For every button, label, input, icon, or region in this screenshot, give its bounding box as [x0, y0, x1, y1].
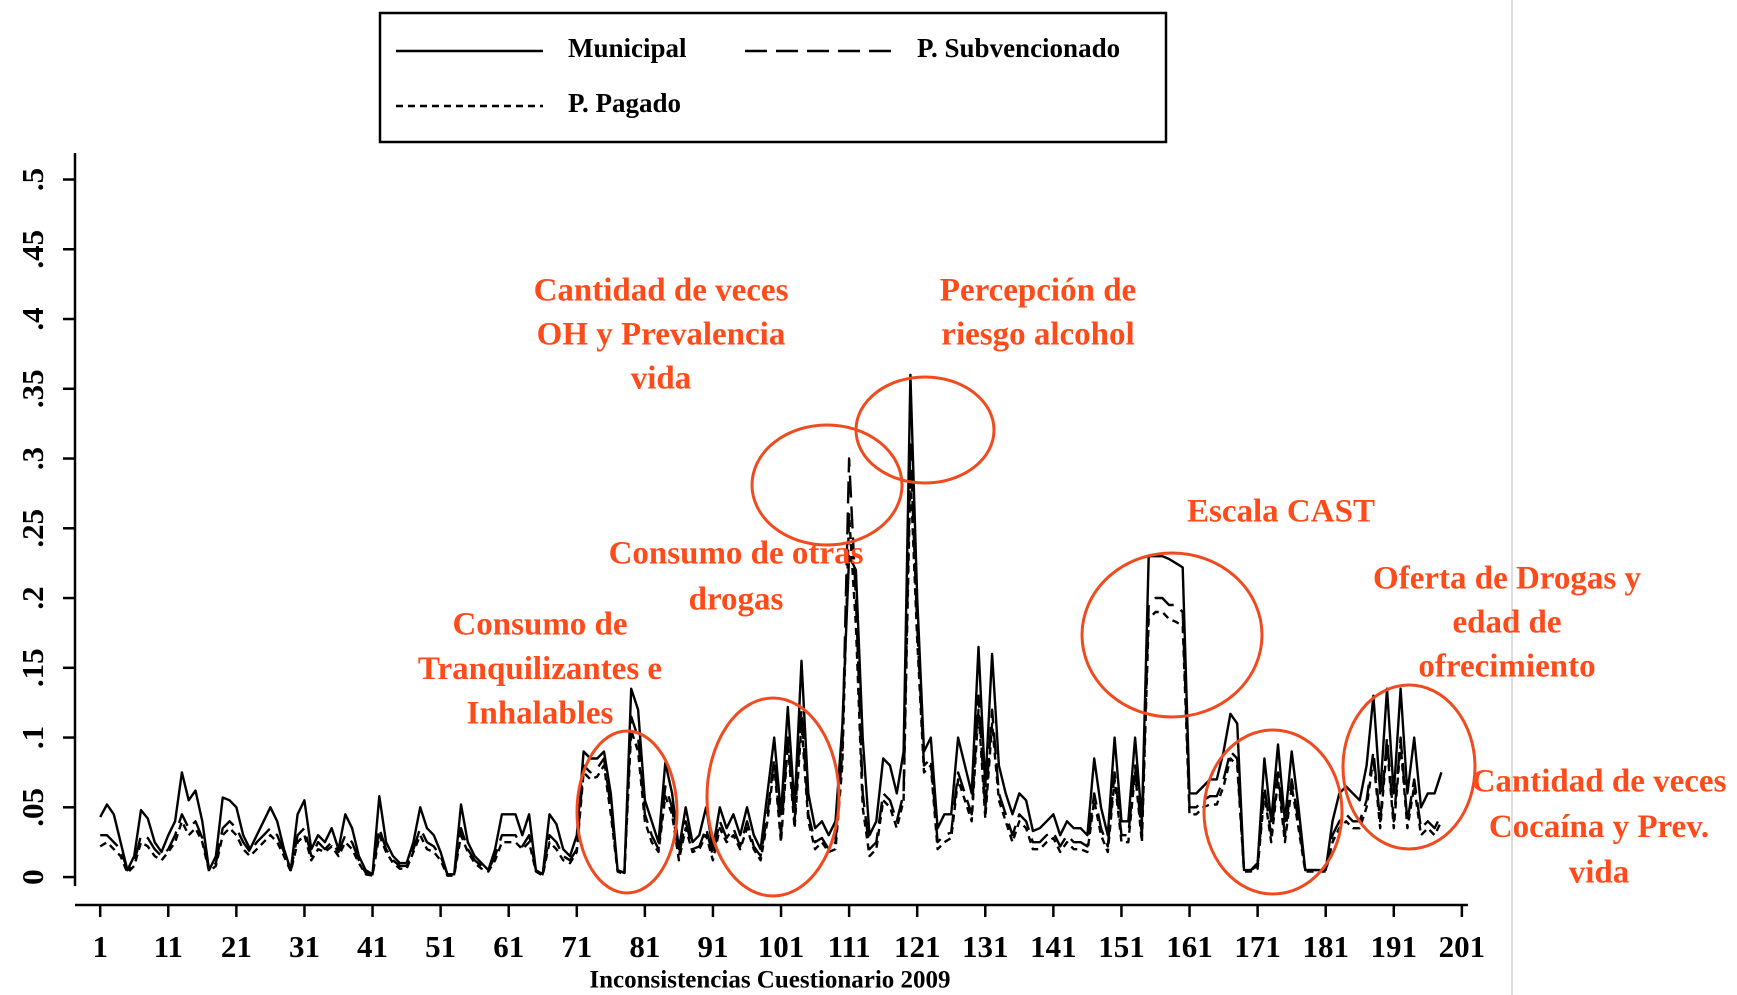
annotation-text: Cantidad de veces	[534, 273, 789, 309]
y-tick-label: .15	[15, 648, 50, 687]
x-tick-label: 141	[1030, 929, 1077, 964]
y-tick-label: .2	[15, 586, 50, 609]
annotation-text: Consumo de otras	[609, 536, 864, 572]
x-tick-label: 121	[894, 929, 941, 964]
x-tick-label: 111	[828, 929, 871, 964]
legend-label: P. Subvencionado	[917, 33, 1120, 63]
data-line	[100, 443, 1443, 876]
x-tick-label: 51	[425, 929, 456, 964]
y-tick-label: .1	[15, 726, 50, 749]
annotation-text: Consumo de	[452, 607, 627, 643]
highlight-ellipse	[575, 729, 679, 895]
legend-label: P. Pagado	[568, 88, 681, 118]
x-tick-label: 131	[962, 929, 1009, 964]
lines	[99, 373, 1443, 877]
annotation-text: drogas	[689, 582, 784, 618]
axes: 0.05.1.15.2.25.3.35.4.45.51 11 21 31 41 51 61 7…	[15, 153, 1485, 964]
y-tick-label: .45	[15, 230, 50, 269]
x-tick-label: 91	[697, 929, 728, 964]
x-tick-label: 41	[357, 929, 388, 964]
highlight-ellipse	[1202, 728, 1344, 896]
y-tick-label: .05	[15, 788, 50, 827]
x-tick-label: 181	[1302, 929, 1349, 964]
y-tick-label: .25	[15, 509, 50, 548]
x-tick-label: 1	[92, 929, 108, 964]
annotation-text: ofrecimiento	[1418, 649, 1595, 685]
x-tick-label: 171	[1234, 929, 1281, 964]
annotation-text: Cantidad de veces	[1472, 764, 1727, 800]
annotation-text: Inhalables	[467, 696, 614, 732]
y-tick-label: .4	[15, 307, 50, 330]
annotation-text: riesgo alcohol	[941, 317, 1134, 353]
x-tick-label: 151	[1098, 929, 1145, 964]
x-tick-label: 81	[629, 929, 660, 964]
highlight-ellipse	[1341, 683, 1477, 851]
legend-label: Municipal	[568, 33, 687, 63]
annotation-text: vida	[631, 361, 692, 397]
annotation-text: OH y Prevalencia	[537, 317, 786, 353]
highlight-ellipse	[854, 375, 996, 485]
y-tick-label: 0	[15, 869, 50, 885]
legend: Municipal P. Subvencionado P. Pagado	[378, 11, 1168, 144]
x-tick-label: 21	[221, 929, 252, 964]
annotation-text: Escala CAST	[1187, 494, 1375, 530]
x-tick-label: 191	[1371, 929, 1418, 964]
annotation-text: Oferta de Drogas y	[1373, 561, 1641, 597]
y-tick-label: .3	[15, 447, 50, 470]
legend-box	[378, 11, 1168, 144]
highlight-ellipse	[750, 423, 904, 547]
x-tick-label: 11	[154, 929, 183, 964]
x-tick-label: 161	[1166, 929, 1213, 964]
annotation-text: edad de	[1452, 605, 1561, 641]
x-tick-label: 31	[289, 929, 320, 964]
y-tick-label: .5	[15, 168, 50, 191]
x-tick-label: 61	[493, 929, 524, 964]
data-line	[99, 373, 1443, 876]
annotations: Cantidad de veces OH y Prevalencia vida Per…	[418, 273, 1727, 891]
data-line	[99, 471, 1443, 877]
x-tick-label: 71	[561, 929, 592, 964]
y-tick-label: .35	[15, 369, 50, 408]
annotation-text: vida	[1569, 855, 1630, 891]
x-axis-title: Inconsistencias Cuestionario 2009	[589, 967, 950, 994]
x-tick-label: 201	[1439, 929, 1486, 964]
x-tick-label: 101	[758, 929, 805, 964]
annotation-text: Tranquilizantes e	[418, 651, 662, 687]
highlights	[575, 375, 1477, 898]
annotation-text: Cocaína y Prev.	[1489, 809, 1709, 845]
highlight-ellipse	[1080, 551, 1264, 719]
highlight-ellipse	[705, 696, 841, 898]
annotation-text: Percepción de	[940, 273, 1136, 309]
